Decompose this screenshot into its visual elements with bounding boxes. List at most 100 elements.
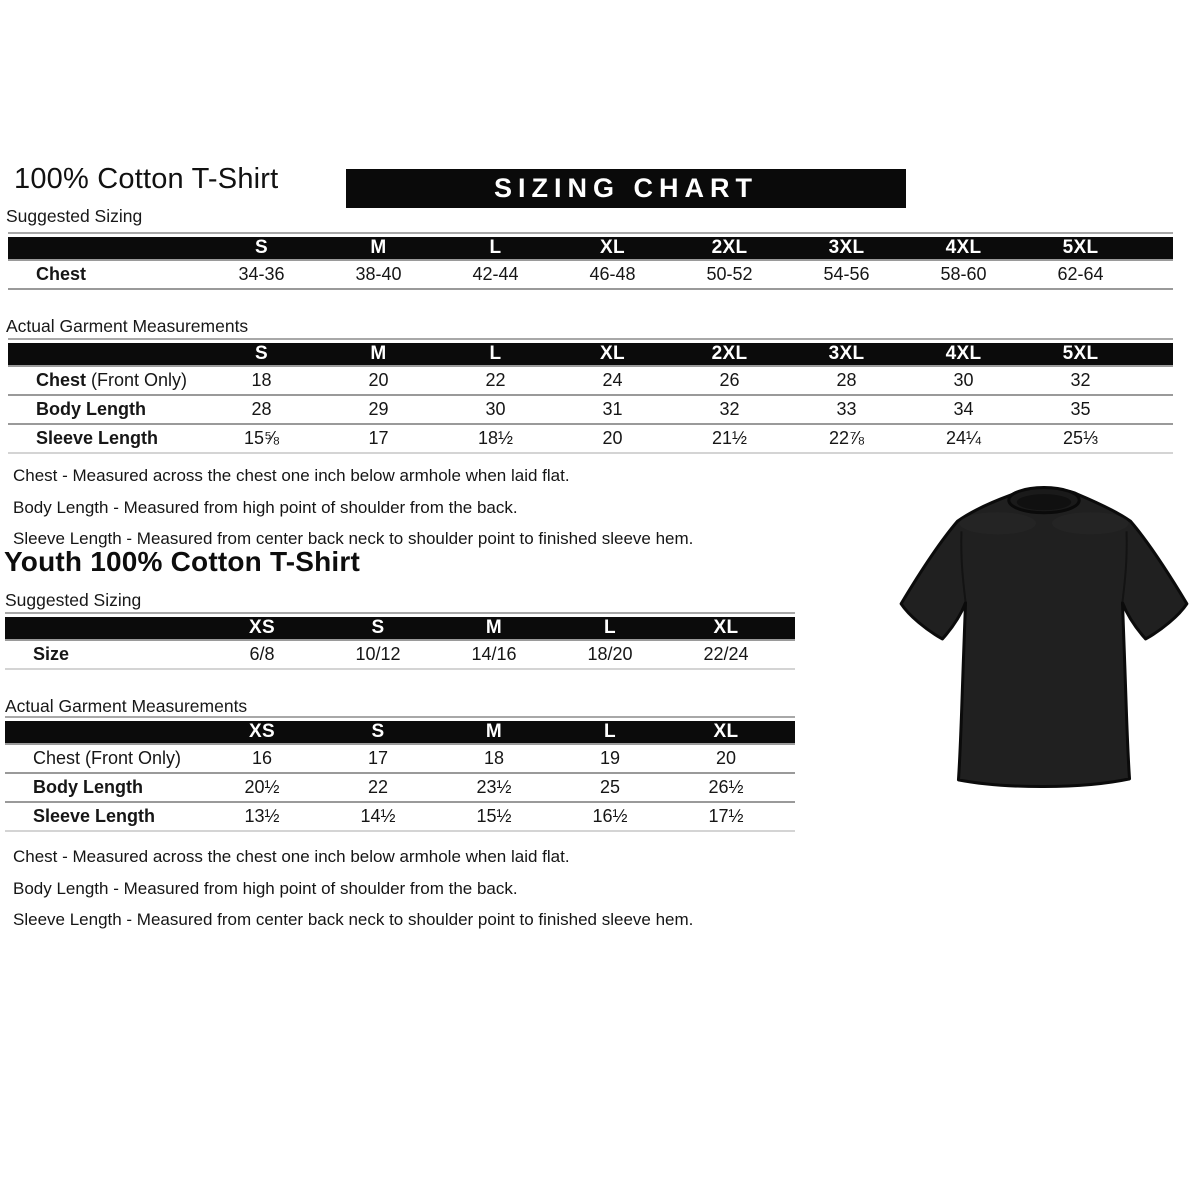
size-col-header: M	[320, 343, 437, 367]
measurement-cell: 38-40	[320, 260, 437, 290]
row-label: Body Length	[8, 395, 203, 425]
shoulder-highlight	[959, 512, 1036, 535]
measurement-cell: 54-56	[788, 260, 905, 290]
size-col-header: S	[320, 617, 436, 641]
measurement-cell: 35	[1022, 395, 1139, 425]
measurement-cell: 50-52	[671, 260, 788, 290]
measurement-cell: 18/20	[552, 640, 668, 670]
row-label: Chest (Front Only)	[8, 366, 203, 396]
measurement-cell: 30	[905, 366, 1022, 396]
size-col-header: S	[320, 721, 436, 745]
measurement-cell: 28	[203, 395, 320, 425]
measurement-cell: 21½	[671, 424, 788, 454]
measurement-cell: 17	[320, 424, 437, 454]
measurement-cell: 58-60	[905, 260, 1022, 290]
measurement-cell: 20	[320, 366, 437, 396]
table-row: Body Length 20½ 22 23½ 25 26½	[5, 773, 795, 803]
row-label: Sleeve Length	[8, 424, 203, 454]
size-col-header: 3XL	[788, 237, 905, 261]
size-col-header: XS	[204, 617, 320, 641]
spacer-cell	[784, 773, 795, 803]
measurement-cell: 13½	[204, 802, 320, 832]
collar-inner	[1016, 494, 1072, 511]
youth-actual-measurements-table: XS S M L XL Chest (Front Only) 16 17 18 …	[5, 716, 795, 832]
row-label: Chest	[8, 260, 203, 290]
adult-suggested-sizing-label: Suggested Sizing	[6, 206, 143, 226]
size-col-header: S	[203, 237, 320, 261]
note-line: Body Length - Measured from high point o…	[13, 878, 518, 898]
sizing-chart-banner: SIZING CHART	[346, 169, 906, 208]
size-col-header: XL	[668, 721, 784, 745]
size-col-header: XL	[554, 343, 671, 367]
measurement-cell: 33	[788, 395, 905, 425]
adult-measurement-notes: Chest - Measured across the chest one in…	[13, 460, 693, 555]
size-col-header: XS	[204, 721, 320, 745]
size-col-header: M	[436, 617, 552, 641]
size-col-header: XL	[668, 617, 784, 641]
measurement-cell: 10/12	[320, 640, 436, 670]
note-line: Sleeve Length - Measured from center bac…	[13, 910, 694, 929]
measurement-cell: 28	[788, 366, 905, 396]
size-col-header: 5XL	[1022, 237, 1139, 261]
note-line: Chest - Measured across the chest one in…	[13, 847, 570, 866]
measurement-cell: 22/24	[668, 640, 784, 670]
youth-measurement-notes: Chest - Measured across the chest one in…	[13, 841, 693, 936]
measurement-cell: 16½	[552, 802, 668, 832]
measurement-cell: 23½	[436, 773, 552, 803]
row-label: Size	[5, 640, 204, 670]
table-row: Sleeve Length 15⅝ 17 18½ 20 21½ 22⅞ 24¼ …	[8, 424, 1173, 454]
measurement-cell: 42-44	[437, 260, 554, 290]
measurement-cell: 24¼	[905, 424, 1022, 454]
measurement-cell: 20	[554, 424, 671, 454]
measurement-cell: 34-36	[203, 260, 320, 290]
measurement-cell: 32	[671, 395, 788, 425]
row-label: Body Length	[5, 773, 204, 803]
measurement-cell: 18	[203, 366, 320, 396]
adult-actual-measurements-table: S M L XL 2XL 3XL 4XL 5XL Chest (Front On…	[8, 338, 1173, 454]
size-col-header: 3XL	[788, 343, 905, 367]
spacer-cell	[784, 744, 795, 774]
size-col-header: 4XL	[905, 237, 1022, 261]
measurement-cell: 15⅝	[203, 424, 320, 454]
measurement-cell: 19	[552, 744, 668, 774]
shoulder-highlight	[1052, 512, 1129, 535]
measurement-cell: 20	[668, 744, 784, 774]
left-sleeve-seam	[960, 531, 967, 602]
measurement-cell: 31	[554, 395, 671, 425]
measurement-cell: 15½	[436, 802, 552, 832]
size-col-header: S	[203, 343, 320, 367]
measurement-cell: 14½	[320, 802, 436, 832]
size-col-header: 2XL	[671, 237, 788, 261]
table-row: Body Length 28 29 30 31 32 33 34 35	[8, 395, 1173, 425]
adult-suggested-sizing-table: S M L XL 2XL 3XL 4XL 5XL Chest 34-36 38-…	[8, 232, 1173, 290]
size-col-header: XL	[554, 237, 671, 261]
table-row: Sleeve Length 13½ 14½ 15½ 16½ 17½	[5, 802, 795, 832]
right-sleeve-seam	[1121, 531, 1128, 602]
header-spacer-cell	[1139, 237, 1173, 261]
measurement-cell: 18½	[437, 424, 554, 454]
size-header-row: XS S M L XL	[5, 617, 795, 641]
measurement-cell: 29	[320, 395, 437, 425]
measurement-cell: 26	[671, 366, 788, 396]
table-row: Chest (Front Only) 16 17 18 19 20	[5, 744, 795, 774]
measurement-cell: 46-48	[554, 260, 671, 290]
spacer-cell	[784, 640, 795, 670]
measurement-cell: 20½	[204, 773, 320, 803]
page-title: 100% Cotton T-Shirt	[14, 163, 279, 195]
measurement-cell: 22	[437, 366, 554, 396]
measurement-cell: 32	[1022, 366, 1139, 396]
spacer-cell	[1139, 260, 1173, 290]
measurement-cell: 22⅞	[788, 424, 905, 454]
header-spacer-cell	[5, 721, 204, 745]
adult-actual-measurements-label: Actual Garment Measurements	[6, 316, 249, 336]
size-header-row: XS S M L XL	[5, 721, 795, 745]
measurement-cell: 18	[436, 744, 552, 774]
measurement-cell: 6/8	[204, 640, 320, 670]
youth-section-title: Youth 100% Cotton T-Shirt	[4, 546, 361, 577]
header-spacer-cell	[5, 617, 204, 641]
measurement-cell: 16	[204, 744, 320, 774]
measurement-cell: 17½	[668, 802, 784, 832]
header-spacer-cell	[8, 237, 203, 261]
table-row: Chest (Front Only) 18 20 22 24 26 28 30 …	[8, 366, 1173, 396]
note-line: Sleeve Length - Measured from center bac…	[13, 529, 694, 548]
